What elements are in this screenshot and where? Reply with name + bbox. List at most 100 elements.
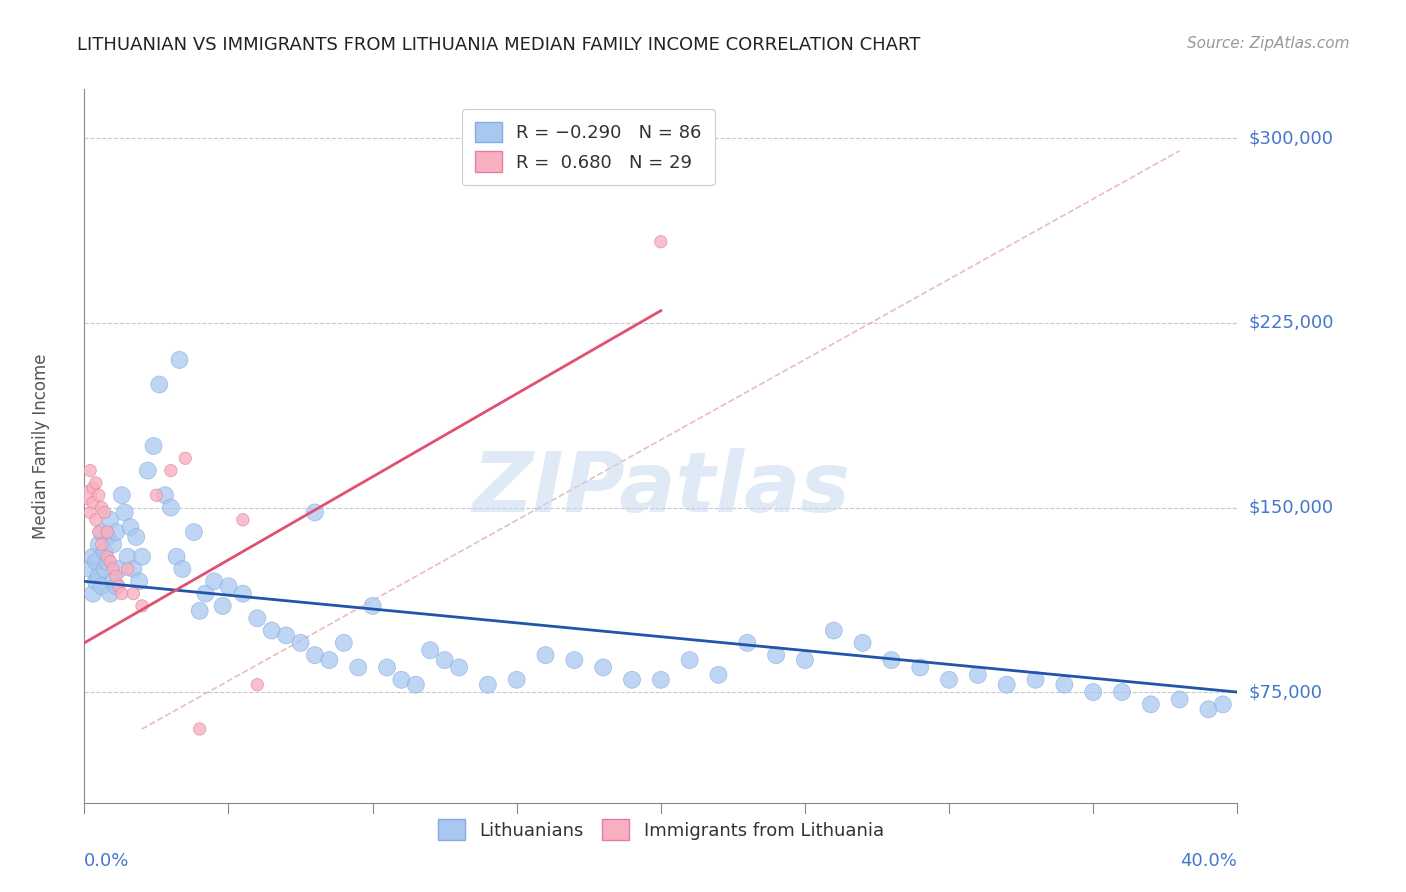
Point [188, 604, 211, 618]
Point [87, 537, 110, 551]
Point [108, 562, 131, 576]
Text: $75,000: $75,000 [1249, 683, 1323, 701]
Point [276, 628, 298, 642]
Point [120, 520, 142, 534]
Point [87, 569, 110, 583]
Point [84, 555, 107, 569]
Point [967, 668, 990, 682]
Point [82, 587, 104, 601]
Point [117, 549, 139, 564]
Point [218, 579, 240, 593]
Point [232, 587, 254, 601]
Point [90, 500, 112, 515]
Point [592, 660, 614, 674]
Point [174, 451, 197, 466]
Point [136, 464, 159, 478]
Point [79, 562, 101, 576]
Point [1083, 685, 1105, 699]
Text: ZIPatlas: ZIPatlas [472, 449, 849, 529]
Point [90, 537, 112, 551]
Point [361, 599, 384, 613]
Point [1212, 698, 1234, 712]
Point [211, 599, 233, 613]
Point [87, 488, 110, 502]
Point [183, 525, 205, 540]
Point [737, 636, 759, 650]
Point [90, 579, 112, 593]
Point [82, 495, 104, 509]
Point [1168, 692, 1191, 706]
Point [347, 660, 370, 674]
Point [125, 530, 148, 544]
Point [160, 500, 183, 515]
Point [333, 636, 356, 650]
Point [105, 579, 128, 593]
Point [96, 555, 118, 569]
Point [108, 579, 131, 593]
Point [103, 537, 124, 551]
Point [90, 525, 112, 540]
Point [246, 678, 269, 692]
Point [114, 505, 136, 519]
Point [621, 673, 644, 687]
Point [111, 587, 134, 601]
Text: $225,000: $225,000 [1249, 314, 1334, 332]
Point [82, 549, 104, 564]
Point [84, 475, 107, 490]
Point [131, 599, 153, 613]
Point [650, 235, 672, 249]
Point [1053, 678, 1076, 692]
Point [433, 653, 456, 667]
Point [76, 488, 98, 502]
Point [117, 562, 139, 576]
Text: 40.0%: 40.0% [1181, 852, 1237, 870]
Point [96, 525, 118, 540]
Point [304, 505, 326, 519]
Point [93, 562, 115, 576]
Point [304, 648, 326, 662]
Point [318, 653, 340, 667]
Point [93, 505, 115, 519]
Text: $150,000: $150,000 [1249, 499, 1333, 516]
Point [823, 624, 845, 638]
Point [98, 587, 121, 601]
Point [391, 673, 413, 687]
Point [477, 678, 499, 692]
Point [188, 722, 211, 736]
Text: Source: ZipAtlas.com: Source: ZipAtlas.com [1187, 36, 1350, 51]
Point [148, 377, 170, 392]
Point [131, 549, 153, 564]
Point [1140, 698, 1163, 712]
Legend: Lithuanians, Immigrants from Lithuania: Lithuanians, Immigrants from Lithuania [430, 812, 891, 847]
Point [79, 505, 101, 519]
Point [166, 549, 188, 564]
Point [202, 574, 225, 589]
Point [169, 352, 191, 367]
Point [419, 643, 441, 657]
Point [142, 439, 165, 453]
Point [79, 464, 101, 478]
Point [290, 636, 312, 650]
Point [506, 673, 529, 687]
Point [105, 525, 128, 540]
Point [880, 653, 903, 667]
Point [105, 569, 128, 583]
Point [1025, 673, 1047, 687]
Point [260, 624, 283, 638]
Point [84, 574, 107, 589]
Point [160, 464, 183, 478]
Point [172, 562, 194, 576]
Point [938, 673, 960, 687]
Text: LITHUANIAN VS IMMIGRANTS FROM LITHUANIA MEDIAN FAMILY INCOME CORRELATION CHART: LITHUANIAN VS IMMIGRANTS FROM LITHUANIA … [77, 36, 921, 54]
Point [1111, 685, 1133, 699]
Text: 0.0%: 0.0% [84, 852, 129, 870]
Text: $300,000: $300,000 [1249, 129, 1333, 147]
Point [375, 660, 398, 674]
Point [98, 555, 121, 569]
Point [98, 513, 121, 527]
Point [852, 636, 875, 650]
Point [707, 668, 730, 682]
Point [111, 488, 134, 502]
Point [153, 488, 176, 502]
Point [679, 653, 702, 667]
